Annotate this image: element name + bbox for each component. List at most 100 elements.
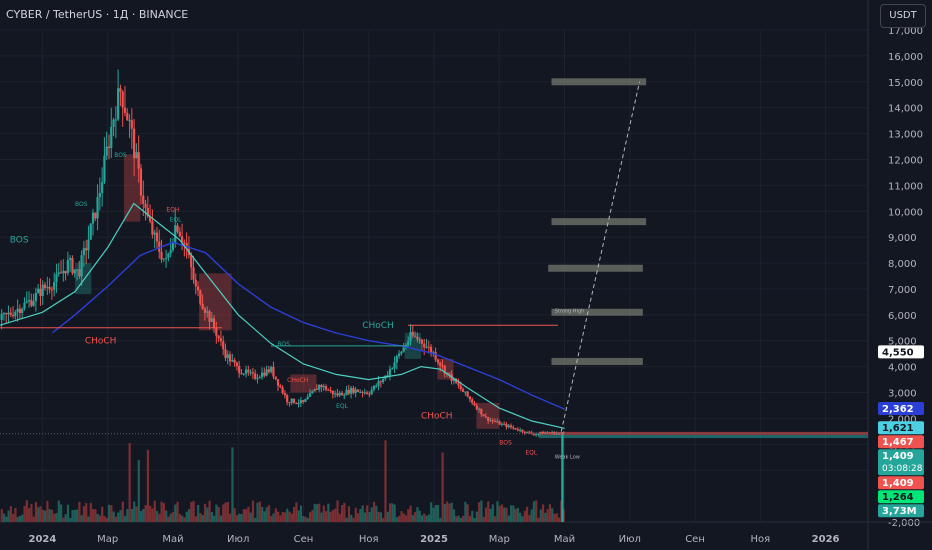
candle-body <box>286 395 289 403</box>
structure-label: EQL <box>170 217 183 224</box>
volume-bar <box>92 509 95 522</box>
candle-body <box>123 107 127 113</box>
candle-body <box>302 400 305 402</box>
volume-bar <box>123 515 127 522</box>
candle-body <box>224 349 227 359</box>
volume-bar <box>455 516 458 522</box>
volume-bar <box>359 509 362 522</box>
candle-body <box>397 353 401 357</box>
candle-body <box>215 327 218 336</box>
y-tick-label: 12,000 <box>888 155 923 166</box>
y-tick-label: 16,000 <box>888 52 923 63</box>
volume-bar <box>98 515 102 522</box>
volume-bar <box>505 507 508 522</box>
candle-body <box>480 408 483 415</box>
volume-bar <box>89 503 92 522</box>
candle-body <box>32 301 35 306</box>
price-label: 1,264 <box>882 492 914 503</box>
candle-body <box>144 203 147 208</box>
candle-body <box>146 207 149 217</box>
candle-body <box>139 168 143 196</box>
candle-body <box>507 425 510 428</box>
x-tick-label: Мар <box>97 534 118 545</box>
volume-bar <box>149 505 152 522</box>
volume-bar <box>496 501 499 522</box>
candle-body <box>391 368 394 370</box>
volume-bar <box>354 507 357 522</box>
candle-body <box>210 318 213 322</box>
candle-body <box>64 270 67 274</box>
candle-body <box>130 120 133 129</box>
structure-label: EQL <box>336 403 349 410</box>
y-tick-label: 17,000 <box>888 26 923 37</box>
volume-bar <box>404 515 408 522</box>
candle-body <box>468 396 471 400</box>
volume-bar <box>171 512 175 522</box>
candle-body <box>78 269 81 277</box>
x-tick-label: Сен <box>685 534 705 545</box>
price-label: 2,362 <box>882 404 914 415</box>
volume-bar <box>304 516 307 522</box>
volume-bar <box>443 503 446 522</box>
candle-body <box>356 389 360 392</box>
volume-bar <box>537 517 540 522</box>
volume-bar <box>411 515 414 522</box>
volume-bar <box>320 512 323 522</box>
volume-bar <box>128 443 131 522</box>
candle-body <box>149 216 152 222</box>
candle-body <box>194 279 197 287</box>
volume-bar <box>206 507 209 522</box>
candle-body <box>283 392 286 396</box>
volume-bar <box>532 501 536 522</box>
volume-bar <box>229 513 232 522</box>
candle-body <box>347 389 350 394</box>
volume-bar <box>462 515 465 522</box>
candle-body <box>240 373 243 375</box>
volume-bar <box>425 515 428 522</box>
volume-bar <box>441 452 444 522</box>
volume-bar <box>178 513 181 522</box>
candle-body <box>174 225 177 244</box>
candle-body <box>43 284 47 288</box>
candle-body <box>455 378 458 384</box>
y-tick-label: 8,000 <box>888 259 917 270</box>
volume-bar <box>2 513 6 522</box>
volume-bar <box>274 508 277 522</box>
volume-bar <box>457 515 460 522</box>
price-label: 1,621 <box>882 423 914 434</box>
volume-bar <box>528 514 531 522</box>
volume-bar <box>267 505 271 522</box>
candle-body <box>94 212 97 219</box>
volume-bar <box>526 506 529 522</box>
candle-body <box>137 152 140 169</box>
y-tick-label: -2,000 <box>888 518 920 529</box>
volume-bar <box>541 504 545 522</box>
candle-body <box>164 257 168 259</box>
volume-bar <box>382 517 385 522</box>
candle-body <box>496 421 499 423</box>
volume-bar <box>514 508 517 522</box>
candle-body <box>329 390 332 392</box>
volume-bar <box>23 505 26 522</box>
currency-button[interactable]: USDT <box>880 4 926 28</box>
candle-body <box>418 339 421 341</box>
candle-body <box>87 239 90 251</box>
volume-bar <box>226 502 229 522</box>
volume-bar <box>386 511 389 522</box>
volume-bar <box>55 513 58 522</box>
volume-bar <box>201 515 204 522</box>
volume-bar <box>34 502 38 522</box>
target-zone <box>551 218 647 226</box>
volume-bar <box>231 447 234 522</box>
candle-body <box>270 366 273 372</box>
volume-bar <box>62 517 65 522</box>
candle-body <box>466 391 469 397</box>
candle-body <box>484 416 487 418</box>
volume-bar <box>192 500 195 522</box>
volume-bar <box>5 516 8 522</box>
price-label-bg <box>878 490 924 504</box>
volume-bar <box>366 505 369 522</box>
volume-bar <box>290 513 293 522</box>
target-zone <box>551 308 643 316</box>
